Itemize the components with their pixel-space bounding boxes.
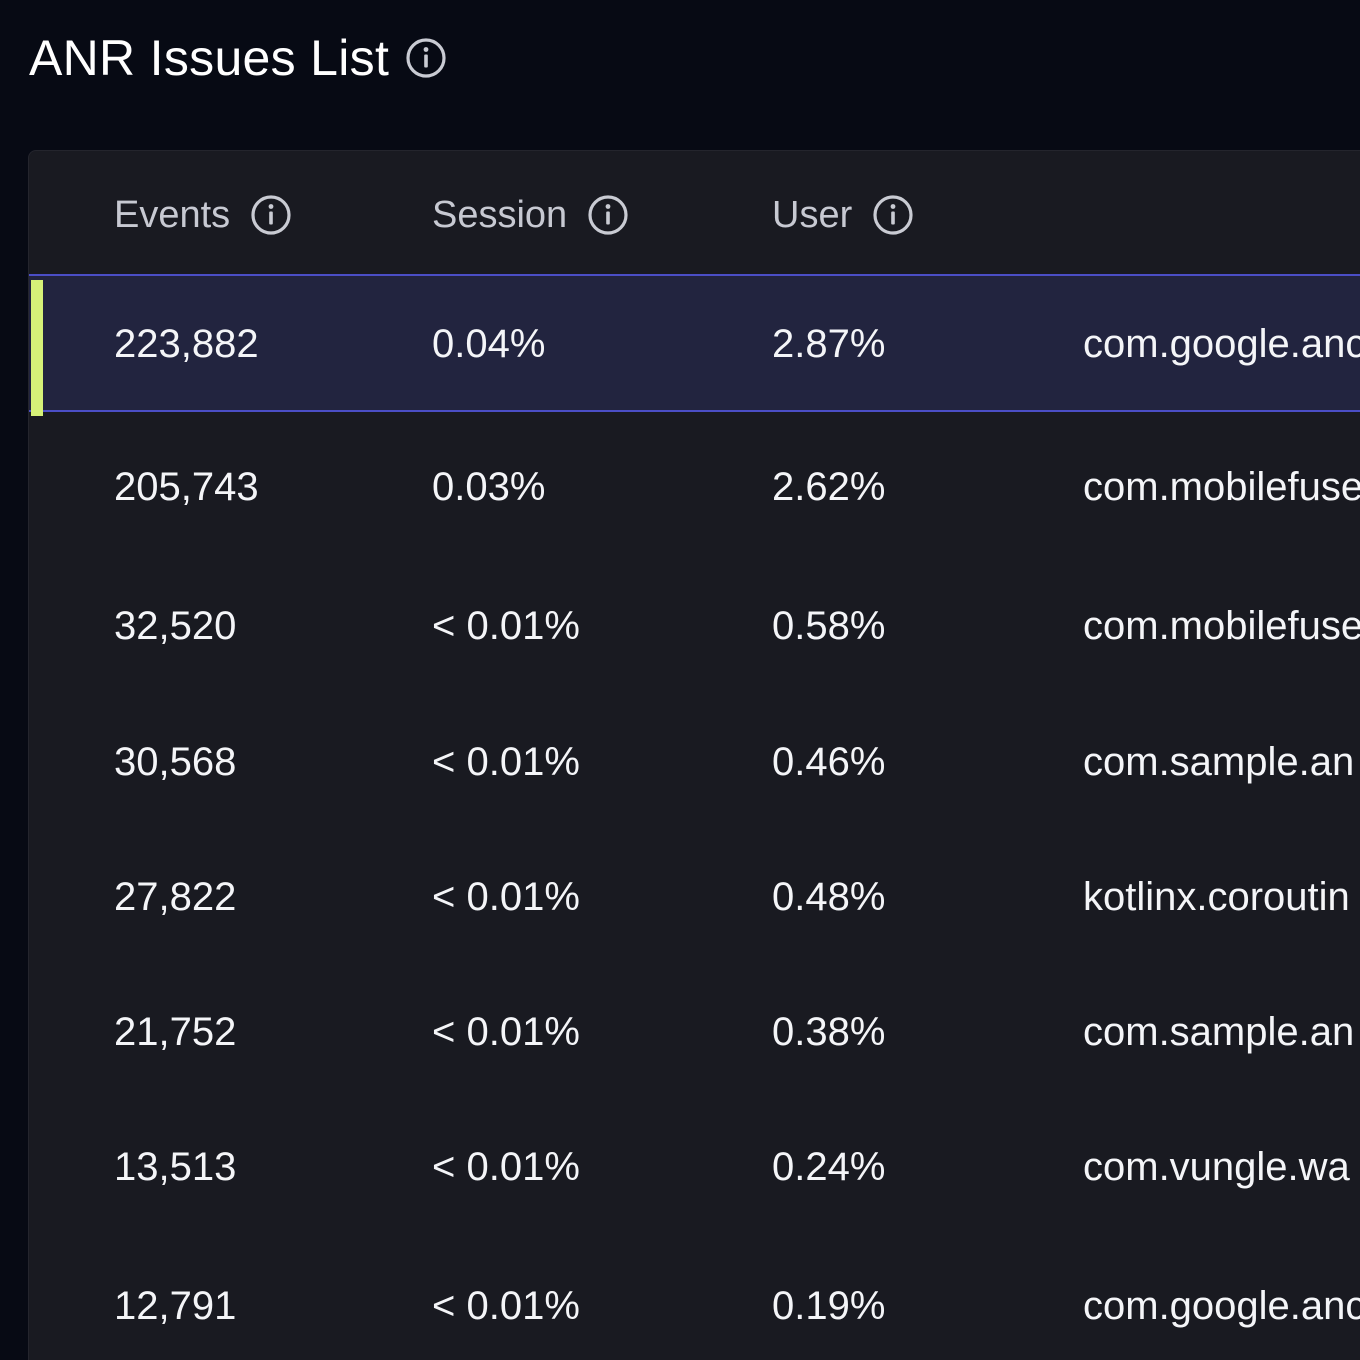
session-cell: 0.03% [432, 464, 546, 509]
events-cell: 27,822 [114, 874, 237, 919]
user-cell: 2.62% [772, 464, 886, 509]
events-cell: 12,791 [114, 1283, 237, 1328]
table-row[interactable]: 205,743 0.03% 2.62% com.mobilefuse [29, 419, 1360, 555]
session-cell: < 0.01% [432, 1144, 580, 1189]
header-divider [29, 274, 1360, 276]
events-cell: 223,882 [114, 321, 259, 366]
column-header-label: Events [114, 193, 231, 236]
issue-cell[interactable]: kotlinx.coroutin [1083, 874, 1350, 919]
table-row[interactable]: 12,791 < 0.01% 0.19% com.google.anc [29, 1238, 1360, 1360]
table-header: Events Session [29, 151, 1360, 276]
session-cell: < 0.01% [432, 1009, 580, 1054]
user-cell: 0.19% [772, 1283, 886, 1328]
session-cell: < 0.01% [432, 1283, 580, 1328]
user-cell: 0.38% [772, 1009, 886, 1054]
table-row[interactable]: 27,822 < 0.01% 0.48% kotlinx.coroutin [29, 829, 1360, 965]
user-cell: 2.87% [772, 321, 886, 366]
issue-cell[interactable]: com.mobilefuse [1083, 603, 1360, 648]
user-cell: 0.58% [772, 603, 886, 648]
column-header-session[interactable]: Session [432, 191, 629, 239]
table-row[interactable]: 30,568 < 0.01% 0.46% com.sample.an [29, 694, 1360, 830]
events-cell: 32,520 [114, 603, 237, 648]
table-row-selected[interactable]: 223,882 0.04% 2.87% com.google.anc [29, 276, 1360, 416]
events-cell: 30,568 [114, 739, 237, 784]
events-cell: 13,513 [114, 1144, 237, 1189]
info-icon[interactable] [405, 37, 447, 79]
page-title: ANR Issues List [29, 30, 390, 86]
column-header-label: Session [432, 193, 568, 236]
title-row: ANR Issues List [29, 26, 447, 90]
user-cell: 0.48% [772, 874, 886, 919]
info-icon[interactable] [250, 194, 292, 236]
session-cell: < 0.01% [432, 603, 580, 648]
issue-cell[interactable]: com.google.anc [1083, 1283, 1360, 1328]
issues-table: Events Session [28, 150, 1360, 1360]
events-cell: 205,743 [114, 464, 259, 509]
table-row[interactable]: 21,752 < 0.01% 0.38% com.sample.an [29, 964, 1360, 1100]
session-cell: 0.04% [432, 321, 546, 366]
info-icon[interactable] [872, 194, 914, 236]
table-row[interactable]: 13,513 < 0.01% 0.24% com.vungle.wa [29, 1099, 1360, 1235]
session-cell: < 0.01% [432, 874, 580, 919]
column-header-events[interactable]: Events [114, 191, 292, 239]
column-header-label: User [772, 193, 853, 236]
issue-cell[interactable]: com.mobilefuse [1083, 464, 1360, 509]
table-row[interactable]: 32,520 < 0.01% 0.58% com.mobilefuse [29, 558, 1360, 694]
issue-cell[interactable]: com.google.anc [1083, 321, 1360, 366]
info-icon[interactable] [587, 194, 629, 236]
session-cell: < 0.01% [432, 739, 580, 784]
issue-cell[interactable]: com.sample.an [1083, 739, 1355, 784]
column-header-user[interactable]: User [772, 191, 914, 239]
user-cell: 0.46% [772, 739, 886, 784]
events-cell: 21,752 [114, 1009, 237, 1054]
issue-cell[interactable]: com.vungle.wa [1083, 1144, 1350, 1189]
issue-cell[interactable]: com.sample.an [1083, 1009, 1355, 1054]
user-cell: 0.24% [772, 1144, 886, 1189]
selected-row-indicator [31, 280, 43, 416]
